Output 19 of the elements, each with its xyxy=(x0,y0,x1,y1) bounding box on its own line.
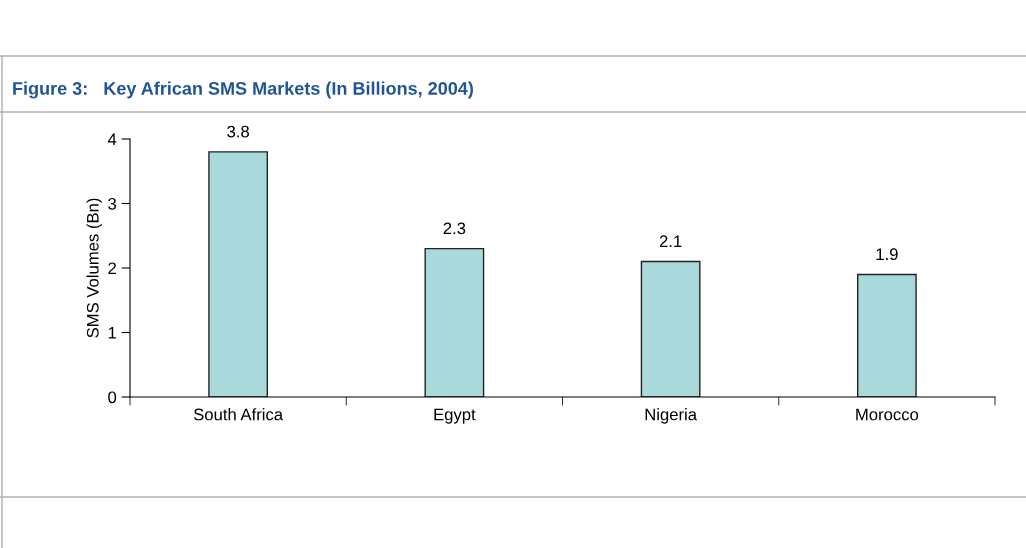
x-tick-label: Nigeria xyxy=(645,408,698,424)
data-label: 3.8 xyxy=(227,125,249,138)
y-tick-label: 1 xyxy=(108,327,116,339)
y-axis-title: SMS Volumes (Bn) xyxy=(86,198,102,338)
data-label: 2.3 xyxy=(443,222,466,235)
y-tick-label: 2 xyxy=(108,262,116,275)
bar xyxy=(856,273,917,397)
chart-title: Figure 3: Key African SMS Markets (In Billions, 2004) xyxy=(13,81,473,99)
data-label: 1.9 xyxy=(876,248,898,261)
data-label: 2.1 xyxy=(659,235,682,247)
y-tick-label: 3 xyxy=(108,197,117,210)
y-tick-label: 0 xyxy=(108,391,117,404)
y-tick-label: 4 xyxy=(107,133,117,146)
bar xyxy=(208,151,269,397)
x-tick-label: Morocco xyxy=(856,408,919,421)
bar xyxy=(424,247,485,397)
x-tick-label: South Africa xyxy=(193,408,284,421)
bar xyxy=(640,260,701,397)
x-tick-label: Egypt xyxy=(434,408,476,424)
